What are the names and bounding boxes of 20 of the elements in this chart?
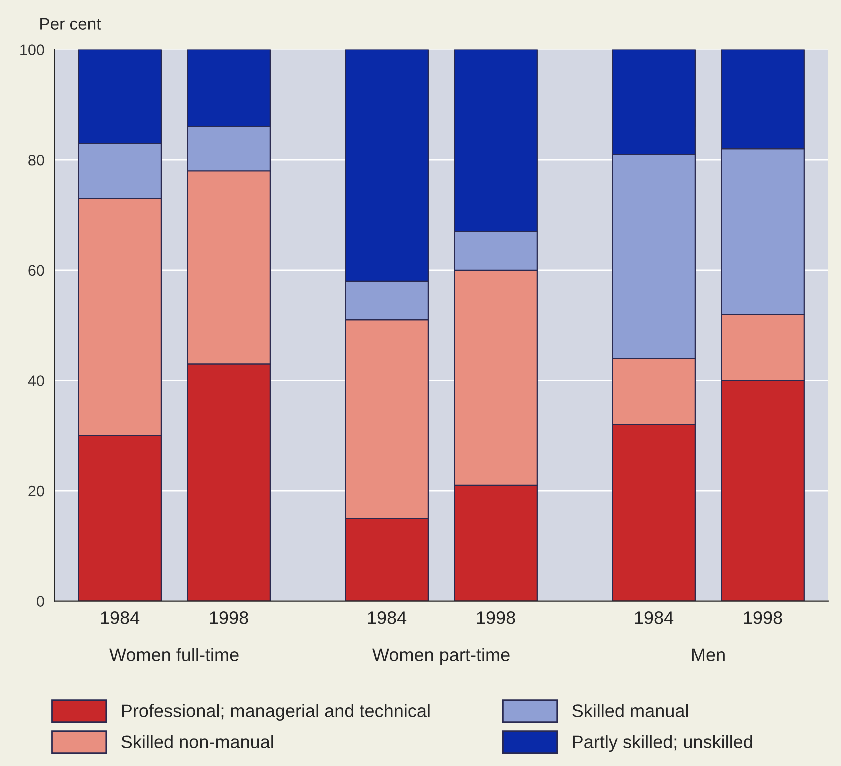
text: Men (692, 648, 725, 662)
x-tick-label: 1984 (101, 612, 140, 624)
y-axis-title: Per cent (40, 18, 102, 30)
legend-label: Professional; managerial and technical (122, 704, 430, 722)
y-tick-label: 100 (20, 44, 44, 56)
x-tick-label: 1998 (210, 612, 248, 624)
y-tick-label: 20 (28, 486, 44, 497)
y-tick-label: 0 (37, 596, 44, 607)
x-tick-label: 1984 (635, 612, 674, 624)
legend-label: Skilled manual (572, 704, 688, 718)
x-tick-label: 1984 (368, 612, 407, 624)
x-tick-label: 1998 (744, 612, 782, 624)
y-tick-label: 40 (28, 376, 44, 386)
x-tick-label: 1998 (477, 612, 516, 624)
text: Women part-time (372, 648, 510, 666)
legend-label: Skilled non-manual (122, 735, 274, 748)
y-tick-label: 80 (28, 154, 44, 166)
y-tick-label: 60 (28, 265, 44, 276)
legend-label: Partly skilled; unskilled (573, 735, 752, 752)
text: Women full-time (110, 648, 239, 662)
